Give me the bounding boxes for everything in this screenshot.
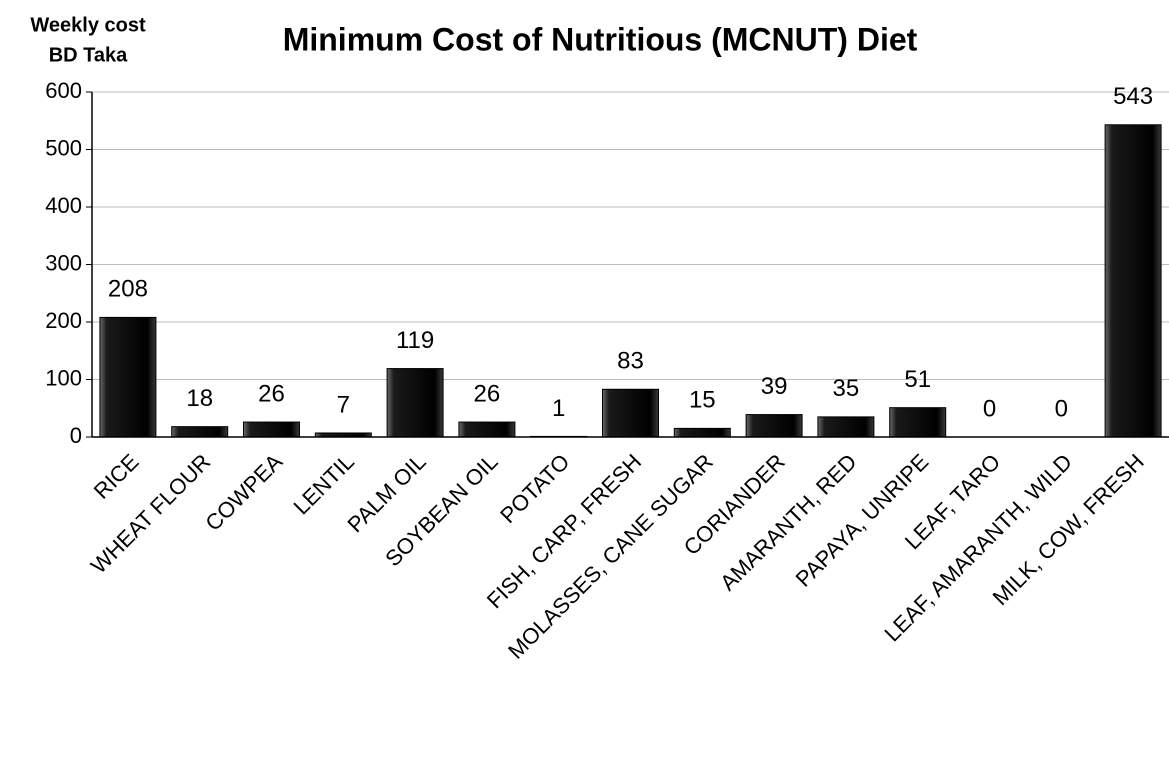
data-label: 18: [186, 385, 213, 412]
y-tick-label: 500: [45, 135, 82, 160]
bar: [171, 426, 229, 438]
y-axis-label: BD Taka: [49, 44, 128, 66]
y-tick-label: 100: [45, 365, 82, 390]
data-label: 15: [689, 387, 716, 414]
data-label: 1: [552, 395, 565, 422]
data-label: 26: [258, 380, 285, 407]
x-tick-label: COWPEA: [200, 449, 287, 536]
bar: [458, 421, 516, 438]
data-label: 35: [833, 375, 860, 402]
bar: [889, 407, 947, 438]
bar: [99, 316, 157, 438]
chart-title: Minimum Cost of Nutritious (MCNUT) Diet: [283, 21, 918, 57]
data-label: 83: [617, 348, 644, 375]
y-tick-label: 300: [45, 250, 82, 275]
bar: [817, 416, 875, 438]
x-tick-label: RICE: [89, 449, 144, 504]
y-tick-label: 0: [70, 423, 82, 448]
data-label: 119: [396, 327, 434, 354]
y-tick-label: 600: [45, 78, 82, 103]
bar: [745, 414, 803, 438]
x-tick-label: AMARANTH, RED: [715, 449, 861, 595]
y-tick-label: 200: [45, 308, 82, 333]
bar: [673, 427, 731, 438]
x-tick-label: LENTIL: [289, 449, 359, 519]
data-label: 39: [761, 373, 788, 400]
y-axis-label: Weekly cost: [30, 14, 146, 36]
data-label: 7: [337, 391, 350, 418]
data-label: 0: [1055, 395, 1068, 422]
data-label: 543: [1113, 83, 1153, 110]
bar: [242, 421, 301, 438]
data-label: 208: [108, 276, 148, 303]
y-tick-label: 400: [45, 193, 82, 218]
bar: [1104, 124, 1162, 438]
data-label: 0: [983, 395, 996, 422]
data-label: 51: [904, 366, 931, 393]
x-tick-label: PAPAYA, UNRIPE: [791, 449, 934, 592]
data-label: 26: [474, 380, 501, 407]
bar: [386, 368, 444, 438]
bar: [601, 388, 660, 438]
